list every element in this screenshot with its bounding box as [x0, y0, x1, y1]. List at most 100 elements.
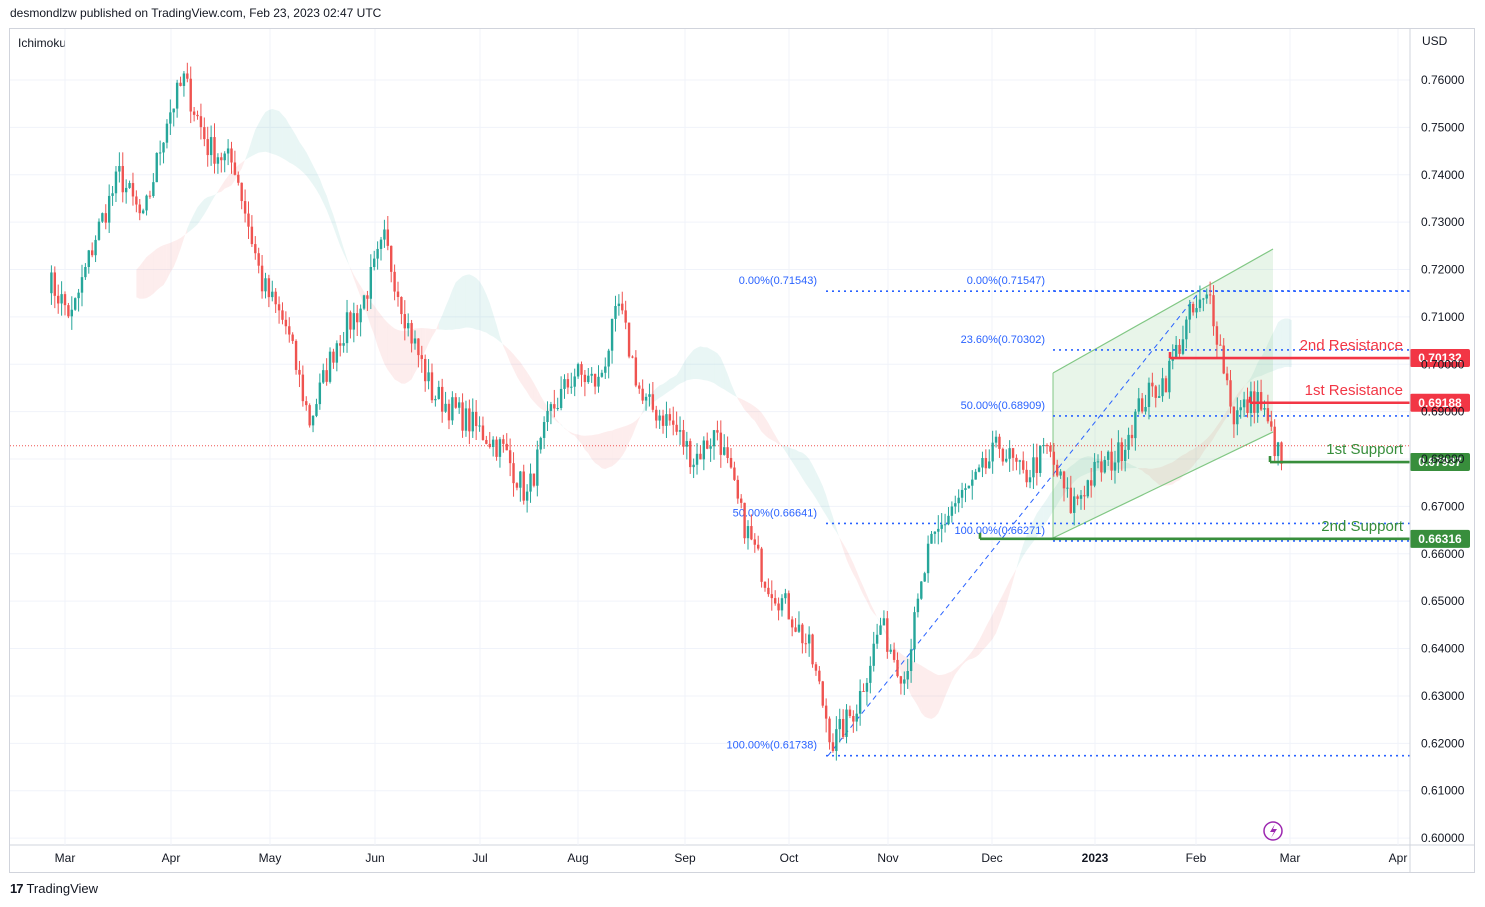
cloud-segment: [1036, 508, 1041, 537]
candle-body: [152, 182, 155, 196]
candle-body: [434, 398, 437, 401]
candle-body: [1062, 471, 1066, 489]
candle-body: [50, 272, 53, 294]
cloud-segment: [506, 347, 511, 363]
candle-body: [379, 239, 383, 249]
candle-body: [519, 471, 522, 488]
cloud-segment: [540, 395, 545, 411]
cloud-segment: [829, 506, 833, 527]
cloud-segment: [771, 429, 776, 442]
cloud-segment: [768, 422, 772, 441]
candle-body: [1191, 303, 1195, 313]
candle-body: [943, 524, 947, 526]
cloud-segment: [717, 353, 721, 388]
candle-body: [97, 221, 101, 240]
cloud-segment: [401, 330, 405, 384]
cloud-segment: [275, 109, 280, 157]
candle-body: [821, 681, 824, 706]
candle-body: [682, 430, 685, 447]
candle-body: [512, 463, 515, 484]
cloud-segment: [612, 429, 616, 467]
candle-body: [464, 408, 468, 431]
cloud-segment: [646, 396, 650, 410]
cloud-segment: [605, 431, 609, 469]
currency-label: USD: [1422, 34, 1448, 48]
footer-brand[interactable]: 17 TradingView: [10, 881, 98, 896]
cloud-segment: [258, 117, 263, 153]
cloud-segment: [333, 215, 337, 237]
cloud-segment: [1176, 457, 1180, 482]
candle-body: [342, 343, 345, 346]
candle-body: [991, 442, 994, 462]
candle-body: [515, 483, 519, 488]
time-tick-label: Nov: [877, 851, 898, 865]
candle-body: [553, 404, 556, 409]
candle-body: [665, 414, 668, 426]
price-tick-label: 0.75000: [1421, 120, 1465, 134]
cloud-segment: [190, 213, 195, 231]
cloud-segment: [934, 673, 939, 718]
candle-body: [702, 440, 706, 460]
candle-body: [872, 643, 875, 666]
candle-body: [223, 153, 226, 161]
candle-body: [794, 627, 797, 632]
indicator-label[interactable]: Ichimoku: [18, 36, 67, 50]
cloud-segment: [316, 172, 320, 196]
cloud-segment: [1081, 457, 1085, 477]
cloud-segment: [214, 191, 218, 197]
cloud-segment: [747, 402, 752, 418]
candle-body: [189, 78, 192, 112]
candle-body: [896, 659, 899, 677]
cloud-segment: [323, 187, 327, 210]
cloud-segment: [979, 633, 983, 655]
cloud-segment: [802, 452, 806, 484]
candle-body: [410, 323, 413, 344]
flash-icon[interactable]: [1263, 821, 1283, 841]
candle-body: [1086, 480, 1089, 497]
cloud-segment: [924, 667, 929, 719]
time-tick-label: 2023: [1082, 851, 1109, 865]
candle-body: [807, 634, 811, 644]
cloud-segment: [968, 651, 973, 660]
cloud-segment: [452, 282, 456, 330]
time-tick-label: Apr: [162, 851, 181, 865]
candle-body: [277, 304, 281, 311]
cloud-segment: [302, 146, 307, 176]
candle-body: [209, 137, 213, 156]
candle-body: [563, 379, 566, 389]
candle-body: [305, 401, 308, 406]
cloud-segment: [282, 114, 286, 161]
candle-body: [1154, 386, 1157, 398]
candle-body: [617, 303, 621, 307]
candle-body: [1222, 345, 1225, 374]
cloud-segment: [435, 322, 439, 332]
candle-body: [906, 671, 909, 680]
candle-body: [288, 326, 291, 335]
level-price-tag: [1410, 349, 1470, 368]
cloud-segment: [663, 381, 667, 396]
cloud-segment: [550, 412, 555, 420]
cloud-segment: [469, 274, 473, 329]
cloud-segment: [455, 279, 460, 330]
candle-body: [250, 226, 254, 245]
price-tick-label: 0.74000: [1421, 168, 1465, 182]
cloud-segment: [160, 245, 164, 288]
candle-body: [84, 267, 87, 278]
candle-body: [1056, 464, 1059, 476]
candle-body: [655, 409, 658, 421]
cloud-segment: [1057, 478, 1061, 505]
cloud-segment: [350, 267, 354, 279]
cloud-segment: [516, 358, 521, 383]
candle-body: [733, 467, 736, 480]
candle-body: [916, 598, 920, 613]
candle-body: [1001, 448, 1005, 462]
candle-body: [440, 386, 444, 412]
candle-body: [909, 649, 913, 672]
cloud-segment: [336, 226, 341, 246]
channel-upper-line: [1052, 248, 1274, 374]
candle-body: [675, 424, 678, 432]
cloud-segment: [574, 433, 579, 440]
cloud-segment: [166, 242, 171, 280]
candle-body: [811, 634, 814, 665]
